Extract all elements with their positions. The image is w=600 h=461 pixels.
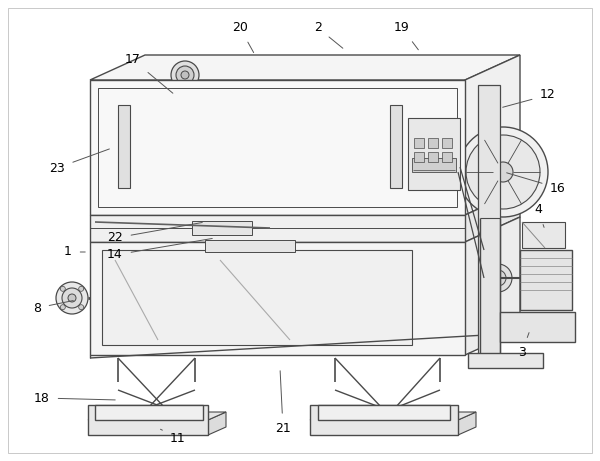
Text: 18: 18 bbox=[34, 391, 115, 404]
Bar bbox=[428, 138, 438, 148]
Text: 21: 21 bbox=[275, 371, 291, 435]
Polygon shape bbox=[310, 412, 476, 420]
Text: 3: 3 bbox=[518, 332, 529, 359]
Bar bbox=[414, 138, 424, 148]
Text: 2: 2 bbox=[314, 22, 343, 48]
Bar bbox=[95, 405, 203, 420]
Bar bbox=[505, 313, 570, 325]
Text: 8: 8 bbox=[33, 301, 73, 314]
Bar bbox=[310, 405, 458, 435]
Bar bbox=[478, 85, 500, 355]
Polygon shape bbox=[458, 412, 476, 435]
Text: 19: 19 bbox=[394, 22, 418, 50]
Circle shape bbox=[62, 288, 82, 308]
Circle shape bbox=[176, 66, 194, 84]
Polygon shape bbox=[522, 222, 565, 248]
Bar bbox=[468, 353, 543, 368]
Circle shape bbox=[181, 71, 189, 79]
Polygon shape bbox=[208, 412, 226, 435]
Circle shape bbox=[466, 135, 540, 209]
Bar bbox=[414, 152, 424, 162]
Text: 23: 23 bbox=[49, 149, 109, 175]
Polygon shape bbox=[465, 217, 520, 355]
Circle shape bbox=[458, 127, 548, 217]
Text: 14: 14 bbox=[107, 238, 212, 261]
Circle shape bbox=[493, 162, 513, 182]
Text: 16: 16 bbox=[506, 173, 566, 195]
Bar bbox=[192, 221, 252, 235]
Bar bbox=[428, 152, 438, 162]
Polygon shape bbox=[90, 55, 520, 80]
Bar bbox=[442, 138, 452, 148]
Circle shape bbox=[61, 305, 65, 310]
Text: 17: 17 bbox=[125, 53, 173, 93]
Bar bbox=[98, 88, 457, 207]
Circle shape bbox=[61, 286, 65, 291]
Text: 22: 22 bbox=[107, 223, 202, 244]
Bar bbox=[442, 152, 452, 162]
Bar bbox=[318, 405, 450, 420]
Bar bbox=[205, 240, 295, 252]
Circle shape bbox=[276, 219, 294, 237]
Polygon shape bbox=[465, 55, 520, 215]
Circle shape bbox=[171, 61, 199, 89]
Bar bbox=[118, 105, 130, 188]
Circle shape bbox=[484, 264, 512, 292]
Circle shape bbox=[56, 282, 88, 314]
Polygon shape bbox=[88, 412, 226, 420]
Text: 12: 12 bbox=[503, 89, 556, 107]
Polygon shape bbox=[465, 190, 520, 242]
Circle shape bbox=[79, 305, 83, 310]
Text: 1: 1 bbox=[64, 246, 85, 259]
Circle shape bbox=[280, 223, 290, 233]
Bar bbox=[408, 118, 460, 190]
Bar bbox=[90, 215, 465, 242]
Bar bbox=[390, 105, 402, 188]
Text: 20: 20 bbox=[232, 22, 254, 53]
Bar bbox=[412, 158, 456, 172]
Circle shape bbox=[68, 294, 76, 302]
Text: 11: 11 bbox=[160, 429, 186, 444]
Bar bbox=[90, 80, 465, 215]
Text: 4: 4 bbox=[534, 203, 544, 227]
Bar bbox=[102, 250, 412, 345]
Bar bbox=[520, 250, 572, 310]
Bar bbox=[500, 312, 575, 342]
Circle shape bbox=[79, 286, 83, 291]
Bar bbox=[90, 242, 465, 355]
Bar bbox=[88, 405, 208, 435]
Circle shape bbox=[490, 270, 506, 286]
